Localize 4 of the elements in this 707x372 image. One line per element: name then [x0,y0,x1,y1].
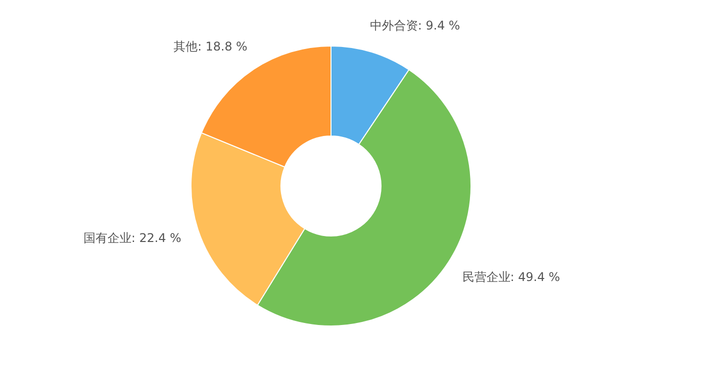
slice-label: 国有企业: 22.4 % [83,230,182,245]
slice-label: 其他: 18.8 % [174,39,248,54]
slice-label: 中外合资: 9.4 % [370,18,460,32]
slice-label: 民营企业: 49.4 % [462,270,560,284]
